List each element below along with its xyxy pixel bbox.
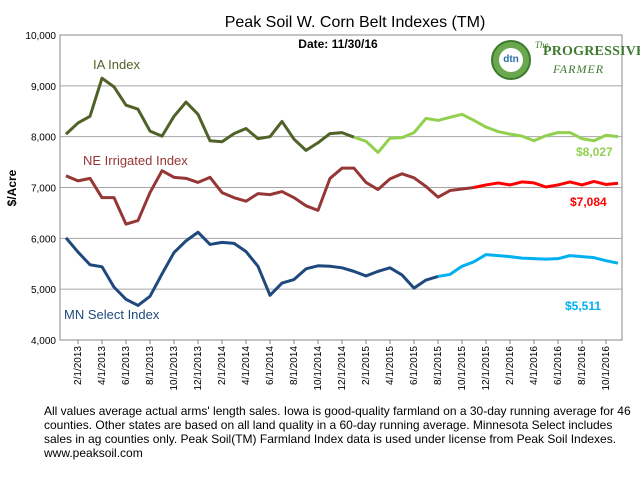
- y-tick-label: 7,000: [31, 184, 56, 195]
- x-tick-label: 12/1/2014: [337, 346, 348, 391]
- x-tick-label: 12/1/2013: [193, 346, 204, 391]
- x-tick-label: 10/1/2016: [601, 346, 612, 391]
- series-line-2-history: [64, 230, 439, 307]
- x-tick-label: 8/1/2013: [145, 346, 156, 385]
- x-tick-label: 4/1/2015: [385, 346, 396, 385]
- ne-latest-value-label: $7,084: [570, 195, 607, 209]
- x-tick-label: 8/1/2015: [433, 346, 444, 385]
- chart-subtitle: Date: 11/30/16: [298, 37, 378, 51]
- y-axis-label: $/Acre: [5, 169, 19, 206]
- x-tick-label: 12/1/2015: [481, 346, 492, 391]
- x-tick-label: 2/1/2015: [361, 346, 372, 385]
- y-tick-label: 6,000: [31, 234, 56, 245]
- y-tick-label: 4,000: [31, 336, 56, 347]
- dtn-logo-mark: dtn: [491, 40, 531, 80]
- series-line-1-recent: [473, 179, 619, 189]
- x-tick-label: 4/1/2016: [529, 346, 540, 385]
- grid-lines: [60, 85, 622, 290]
- x-tick-label: 10/1/2013: [169, 346, 180, 391]
- x-tick-label: 6/1/2013: [121, 346, 132, 385]
- ia-latest-value-label: $8,027: [576, 145, 613, 159]
- dtn-logo-text: dtn: [499, 48, 523, 72]
- x-tick-label: 8/1/2014: [289, 346, 300, 385]
- series-label-ia: IA Index: [93, 57, 140, 72]
- series-label-mn: MN Select Index: [64, 307, 160, 322]
- y-tick-label: 9,000: [31, 82, 56, 93]
- mn-latest-value-label: $5,511: [565, 299, 601, 313]
- x-axis-ticks: 2/1/2013 4/1/2013 6/1/2013 8/1/2013 10/1/201…: [73, 340, 612, 391]
- logo-word-the: The: [535, 40, 549, 50]
- series-line-0-recent: [353, 112, 619, 154]
- series-label-ne: NE Irrigated Index: [83, 153, 188, 168]
- x-tick-label: 2/1/2014: [217, 346, 228, 385]
- logo-word-progressive: PROGRESSIVE: [543, 44, 640, 59]
- x-tick-label: 6/1/2016: [553, 346, 564, 385]
- y-tick-label: 10,000: [25, 31, 56, 42]
- series-lines: [64, 76, 619, 307]
- progressive-farmer-logo: dtn The PROGRESSIVE FARMER: [491, 40, 640, 82]
- y-axis-ticks: 4,000 5,000 6,000 7,000 8,000 9,000 10,000: [25, 31, 56, 347]
- logo-word-farmer: FARMER: [553, 62, 605, 76]
- x-tick-label: 4/1/2013: [97, 346, 108, 385]
- chart-title: Peak Soil W. Corn Belt Indexes (TM): [225, 14, 486, 31]
- y-tick-label: 8,000: [31, 133, 56, 144]
- series-line-0-history: [64, 76, 355, 152]
- x-tick-label: 6/1/2015: [409, 346, 420, 385]
- x-tick-label: 10/1/2014: [313, 346, 324, 391]
- chart-footnote: All values average actual arms' length s…: [44, 404, 631, 460]
- x-tick-label: 8/1/2016: [577, 346, 588, 385]
- y-tick-label: 5,000: [31, 285, 56, 296]
- x-tick-label: 4/1/2014: [241, 346, 252, 385]
- x-tick-label: 2/1/2013: [73, 346, 84, 385]
- series-line-1-history: [65, 166, 475, 226]
- series-line-2-recent: [437, 253, 619, 278]
- x-tick-label: 2/1/2016: [505, 346, 516, 385]
- x-tick-label: 10/1/2015: [457, 346, 468, 391]
- x-tick-label: 6/1/2014: [265, 346, 276, 385]
